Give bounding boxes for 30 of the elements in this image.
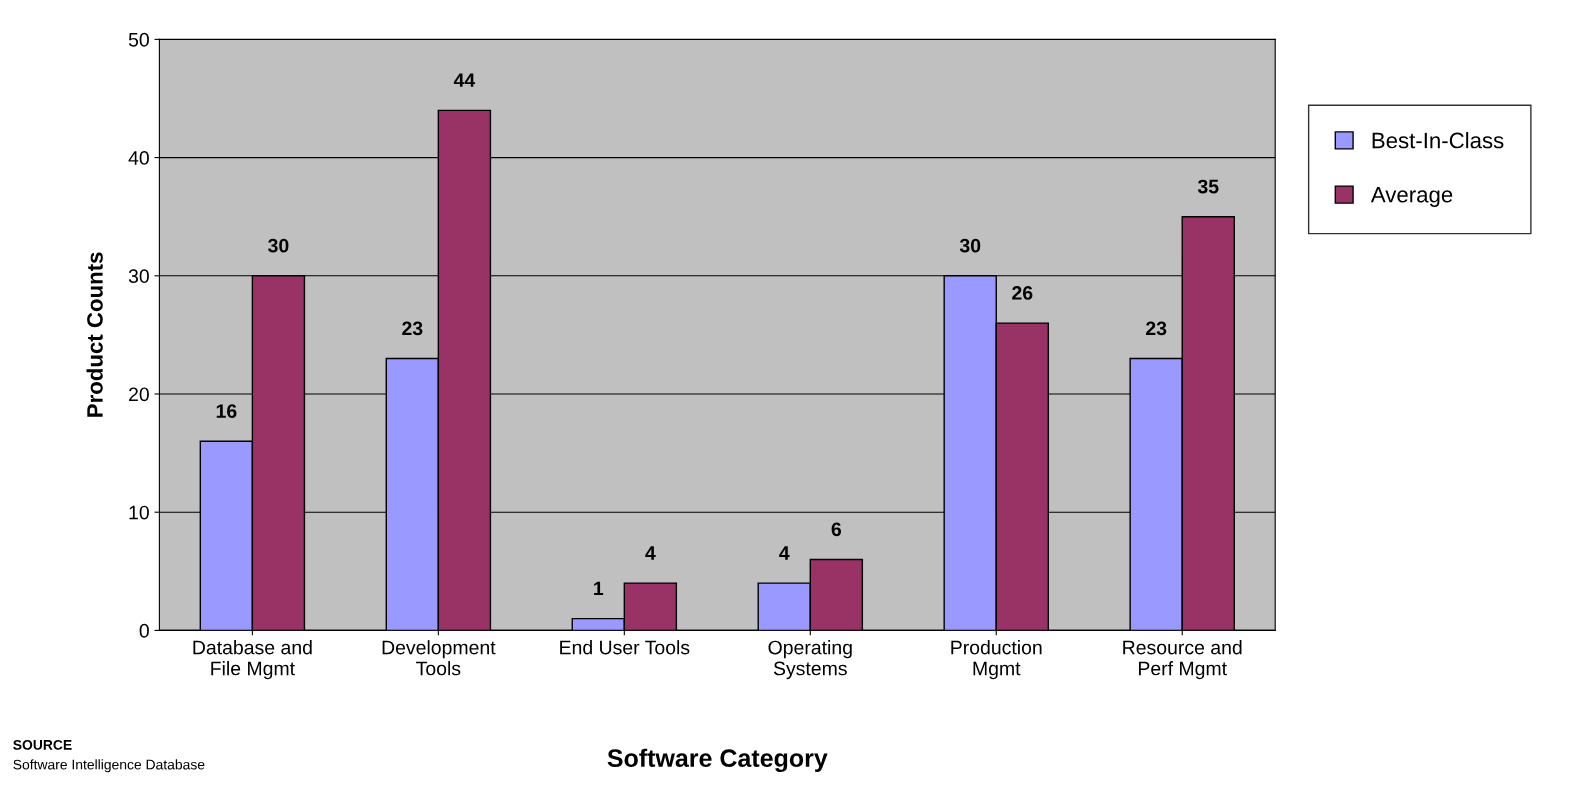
data-label: 44 bbox=[453, 73, 476, 87]
y-tick-label: 0 bbox=[139, 623, 149, 638]
data-label: 23 bbox=[1146, 321, 1167, 336]
data-label: 4 bbox=[779, 546, 790, 560]
data-label: 23 bbox=[402, 321, 423, 336]
text: Software Intelligence Database bbox=[13, 759, 205, 773]
x-tick-label: Operating Systems bbox=[768, 640, 852, 680]
y-tick-label: 40 bbox=[128, 151, 149, 165]
y-tick-label: 10 bbox=[129, 505, 149, 520]
data-label: 1 bbox=[594, 581, 604, 596]
data-label: 16 bbox=[216, 404, 237, 418]
y-tick-label: 50 bbox=[128, 32, 149, 47]
x-tick-label: Resource and Perf Mgmt bbox=[1123, 640, 1242, 680]
legend-label: Average bbox=[1370, 187, 1453, 207]
y-tick-label: 30 bbox=[128, 269, 149, 284]
x-tick-label: Development Tools bbox=[382, 640, 496, 676]
y-axis-title: Product Counts bbox=[86, 252, 103, 417]
data-label: 30 bbox=[959, 238, 981, 253]
x-tick-label: Database and File Mgmt bbox=[193, 640, 312, 680]
text: SOURCE bbox=[13, 739, 72, 750]
x-axis-title: Software Category bbox=[607, 748, 828, 773]
x-tick-label: Production Mgmt bbox=[951, 640, 1042, 680]
y-tick-label: 20 bbox=[129, 387, 149, 402]
data-label: 26 bbox=[1012, 286, 1033, 300]
legend-label: Best-In-Class bbox=[1372, 132, 1504, 149]
data-label: 6 bbox=[831, 522, 842, 537]
data-label: 35 bbox=[1197, 179, 1219, 194]
data-label: 30 bbox=[268, 238, 289, 253]
x-tick-label: End User Tools bbox=[560, 640, 690, 655]
data-label: 4 bbox=[645, 546, 656, 560]
